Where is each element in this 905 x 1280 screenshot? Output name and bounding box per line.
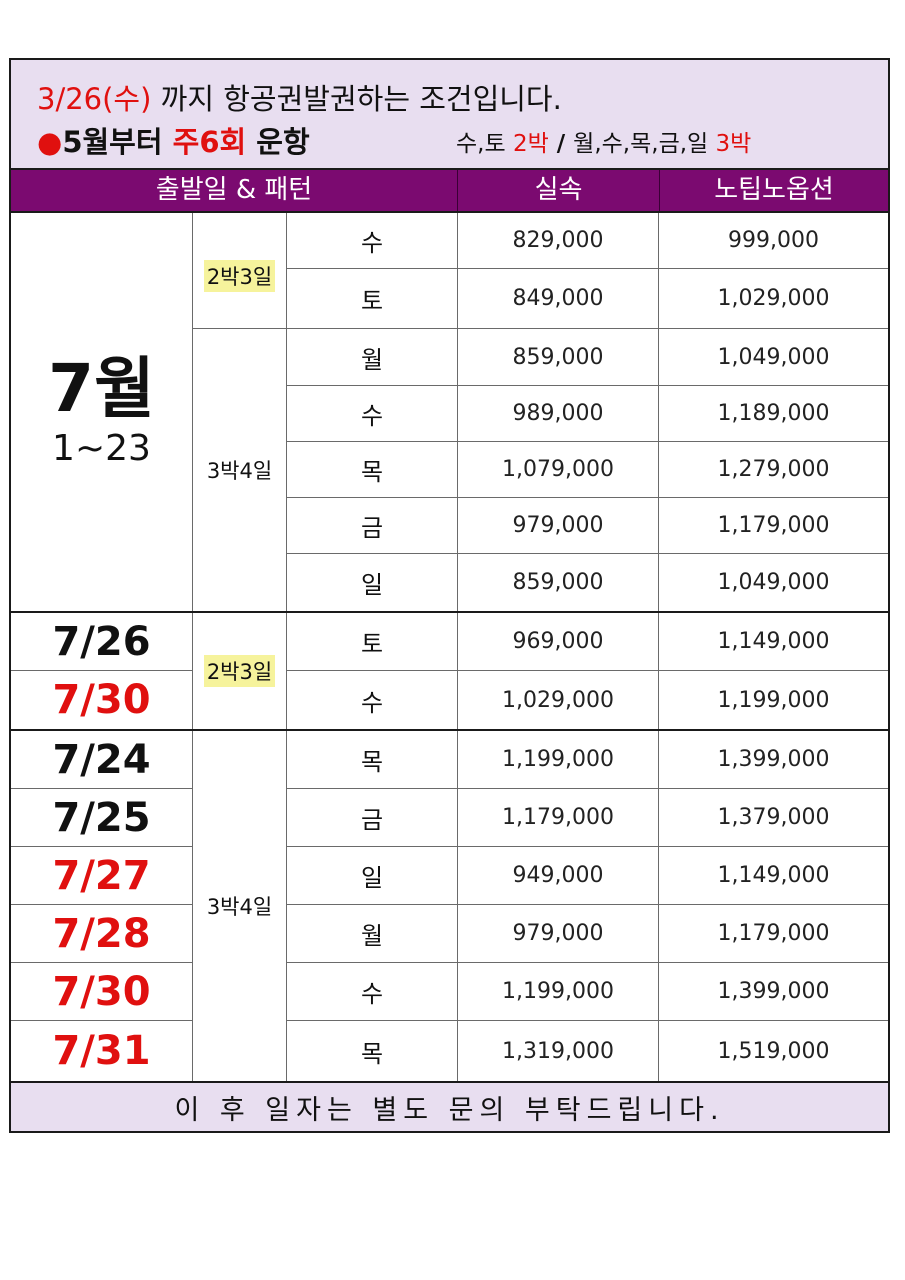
header-departure-pattern: 출발일 & 패턴 (155, 175, 313, 205)
day-cell: 수 (287, 963, 458, 1021)
deadline-date: 3/26(수) (37, 82, 152, 116)
month-range: 1~23 (52, 428, 151, 470)
day-cell: 수 (287, 671, 458, 729)
premium-price-cell: 1,179,000 (659, 498, 888, 554)
premium-price-cell: 1,049,000 (659, 329, 888, 386)
basic-price-cell: 859,000 (458, 329, 659, 386)
pattern-cell: 3박4일 (193, 329, 287, 611)
header-basic-price: 실속 (534, 175, 583, 205)
date-cell: 7/28 (11, 905, 193, 963)
premium-price-cell: 1,519,000 (717, 1038, 830, 1064)
basic-price-cell: 989,000 (458, 386, 659, 442)
nights-short: 2박 (512, 131, 549, 157)
date-cell: 7/25 (11, 789, 193, 847)
deadline-text: 까지 항공권발권하는 조건입니다. (151, 82, 562, 116)
basic-price-cell: 1,199,000 (458, 731, 659, 789)
premium-price-cell: 1,199,000 (717, 687, 830, 713)
pattern-label: 3박4일 (206, 895, 273, 919)
premium-price-cell: 1,149,000 (659, 613, 888, 671)
month-cell: 7월 1~23 (11, 213, 193, 611)
day-cell: 일 (287, 847, 458, 905)
operation-line: ●5월부터 주6회 운항 (37, 119, 310, 161)
basic-price-cell: 979,000 (458, 498, 659, 554)
day-cell: 수 (287, 213, 458, 269)
block-divider (11, 611, 888, 613)
pattern-label: 3박4일 (206, 459, 273, 483)
pattern-label: 2박3일 (203, 655, 276, 687)
premium-price-cell: 1,189,000 (659, 386, 888, 442)
day-cell: 목 (287, 731, 458, 789)
nights-long: 3박 (715, 131, 752, 157)
from-month-text: 5월부터 (62, 125, 173, 159)
basic-price-cell: 1,199,000 (458, 963, 659, 1021)
day-cell: 목 (287, 1021, 458, 1081)
basic-price-cell: 1,029,000 (458, 671, 659, 729)
day-cell: 수 (287, 386, 458, 442)
premium-price-cell: 1,399,000 (659, 963, 888, 1021)
day-cell: 토 (287, 613, 458, 671)
premium-price-cell: 1,379,000 (659, 789, 888, 847)
date-cell: 7/27 (11, 847, 193, 905)
block-divider (11, 729, 888, 731)
basic-price-cell: 1,179,000 (458, 789, 659, 847)
ticketing-deadline-line: 3/26(수) 까지 항공권발권하는 조건입니다. (37, 76, 562, 118)
header-divider (457, 170, 458, 211)
days-divider: / (556, 131, 566, 157)
day-cell: 토 (287, 269, 458, 329)
basic-price-cell: 1,319,000 (458, 1021, 659, 1081)
date-cell: 7/30 (11, 671, 193, 729)
date-cell: 7/24 (11, 731, 193, 789)
header-divider (659, 170, 660, 211)
premium-price-cell: 1,149,000 (659, 847, 888, 905)
premium-price-cell: 999,000 (659, 213, 888, 269)
header-premium-price: 노팁노옵션 (714, 175, 834, 205)
basic-price-cell: 969,000 (458, 613, 659, 671)
days-long: 월,수,목,금,일 (573, 131, 716, 157)
notice-panel: 3/26(수) 까지 항공권발권하는 조건입니다. ●5월부터 주6회 운항 수… (11, 60, 888, 170)
premium-price-cell: 1,049,000 (717, 570, 830, 595)
day-cell: 월 (287, 329, 458, 386)
basic-price-cell: 949,000 (458, 847, 659, 905)
day-cell: 금 (287, 789, 458, 847)
date-cell: 7/26 (11, 613, 193, 671)
basic-price-cell: 829,000 (458, 213, 659, 269)
premium-price-cell: 1,029,000 (659, 269, 888, 329)
bullet-icon: ● (37, 125, 63, 159)
frequency-text: 주6회 (172, 125, 247, 159)
operation-text: 운항 (246, 125, 310, 159)
date-cell: 7/30 (11, 963, 193, 1021)
day-cell: 금 (287, 498, 458, 554)
day-cell: 일 (287, 554, 458, 611)
day-cell: 목 (287, 442, 458, 498)
basic-price-cell: 1,079,000 (458, 442, 659, 498)
table-header: 출발일 & 패턴 실속 노팁노옵션 (11, 170, 888, 213)
basic-price-cell: 979,000 (458, 905, 659, 963)
operation-days: 수,토 2박 / 월,수,목,금,일 3박 (456, 124, 751, 158)
day-cell: 월 (287, 905, 458, 963)
pattern-cell: 2박3일 (193, 213, 287, 329)
pattern-cell: 3박4일 (193, 731, 287, 1081)
premium-price-cell: 1,179,000 (659, 905, 888, 963)
basic-price-cell: 859,000 (458, 554, 659, 611)
basic-price-cell: 849,000 (458, 269, 659, 329)
days-short: 수,토 (456, 131, 513, 157)
premium-price-cell: 1,399,000 (659, 731, 888, 789)
date-cell: 7/31 (11, 1021, 193, 1081)
premium-price-cell: 1,279,000 (659, 442, 888, 498)
pattern-cell: 2박3일 (193, 613, 287, 729)
pattern-label: 2박3일 (203, 260, 276, 292)
month-label: 7월 (48, 349, 155, 427)
price-table-frame (9, 58, 890, 1133)
footer-note: 이 후 일자는 별도 문의 부탁드립니다. (11, 1081, 888, 1131)
